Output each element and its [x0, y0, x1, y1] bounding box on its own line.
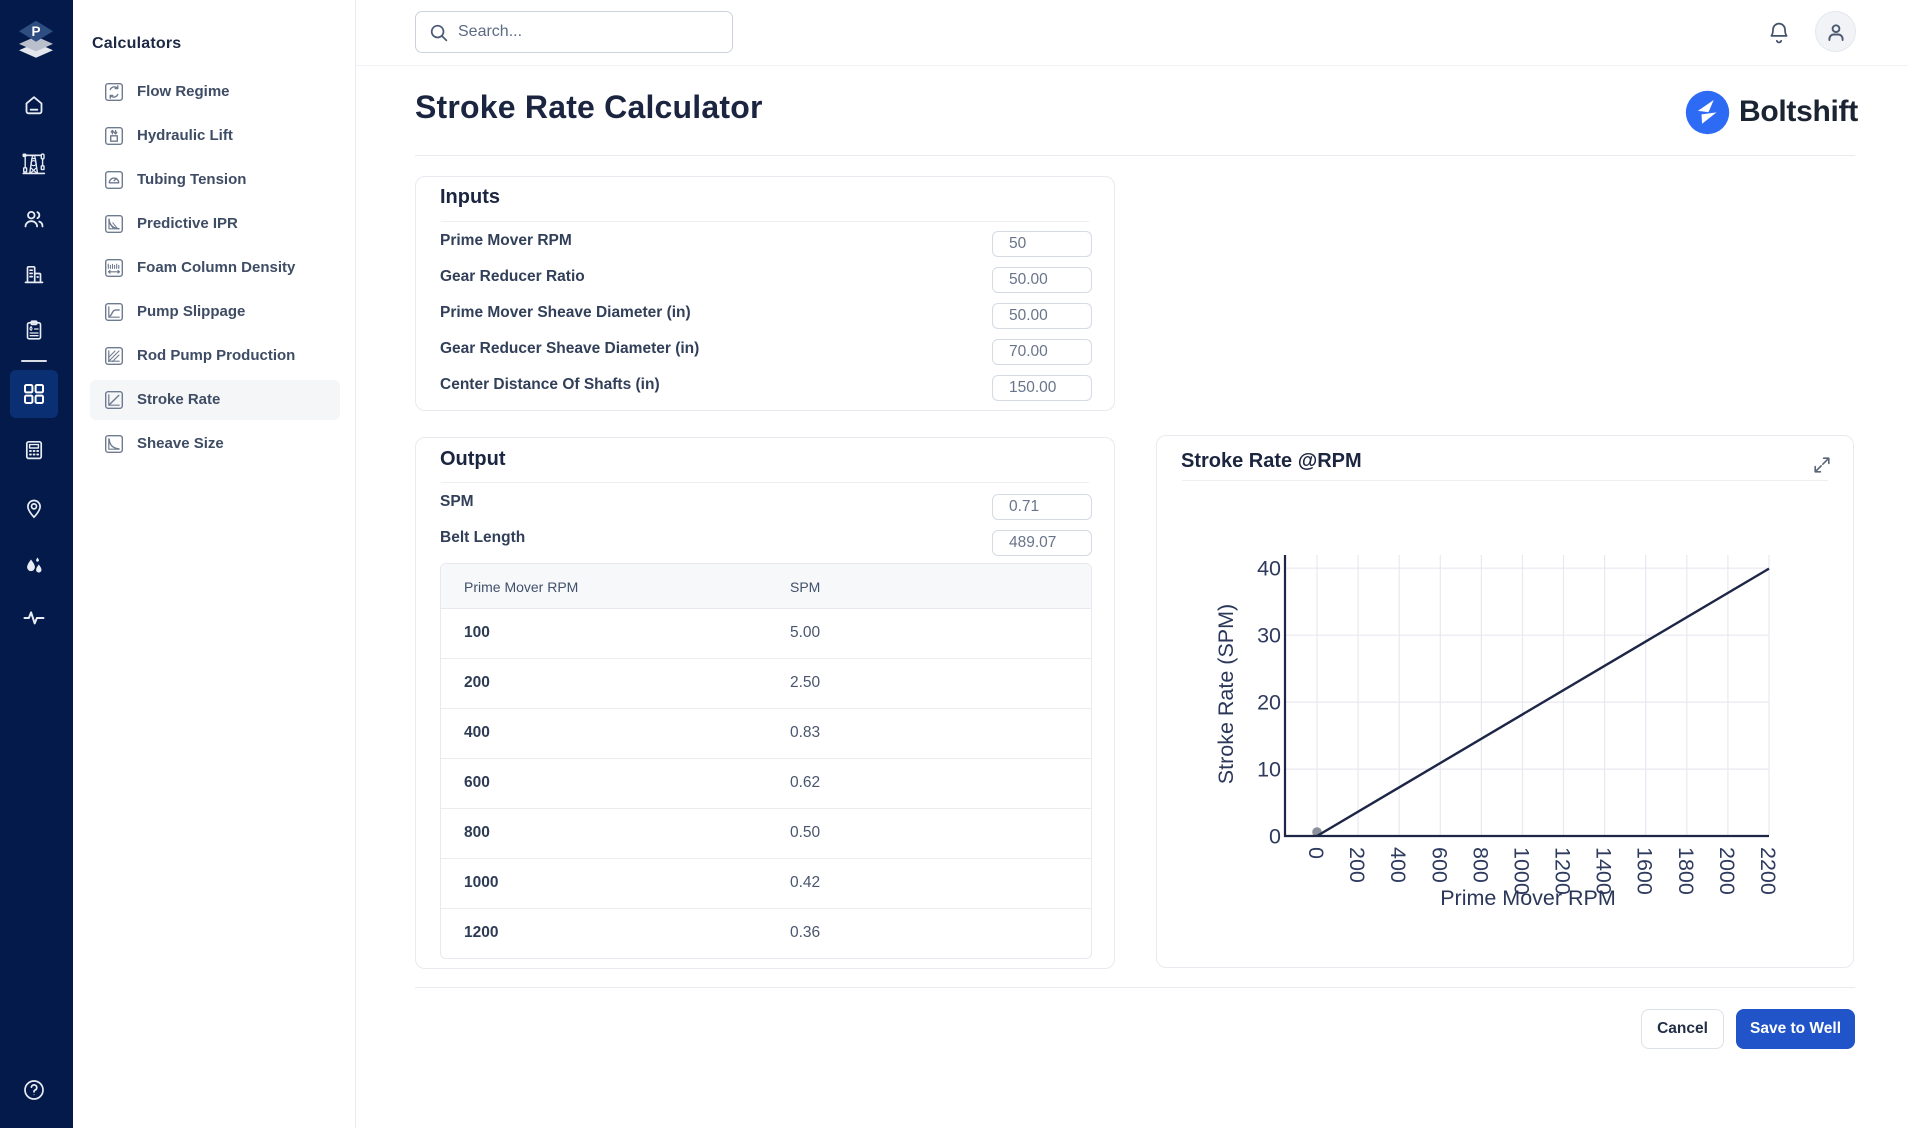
svg-text:P: P [31, 24, 40, 39]
svg-text:600: 600 [1427, 847, 1451, 883]
svg-text:800: 800 [1468, 847, 1492, 883]
svg-text:1200: 1200 [1551, 847, 1575, 895]
svg-text:400: 400 [1386, 847, 1410, 883]
svg-text:1000: 1000 [1510, 847, 1534, 895]
svg-text:Prime Mover RPM: Prime Mover RPM [1440, 886, 1616, 910]
svg-text:Stroke Rate (SPM): Stroke Rate (SPM) [1214, 604, 1238, 784]
svg-text:40: 40 [1257, 557, 1281, 581]
svg-text:1400: 1400 [1592, 847, 1616, 895]
svg-text:2000: 2000 [1715, 847, 1739, 895]
svg-text:2200: 2200 [1756, 847, 1780, 895]
svg-text:200: 200 [1345, 847, 1369, 883]
svg-text:1600: 1600 [1633, 847, 1657, 895]
svg-text:1800: 1800 [1674, 847, 1698, 895]
svg-text:20: 20 [1257, 691, 1281, 715]
svg-text:10: 10 [1257, 758, 1281, 782]
svg-text:0: 0 [1304, 847, 1328, 859]
svg-text:30: 30 [1257, 624, 1281, 648]
svg-text:0: 0 [1269, 825, 1281, 849]
